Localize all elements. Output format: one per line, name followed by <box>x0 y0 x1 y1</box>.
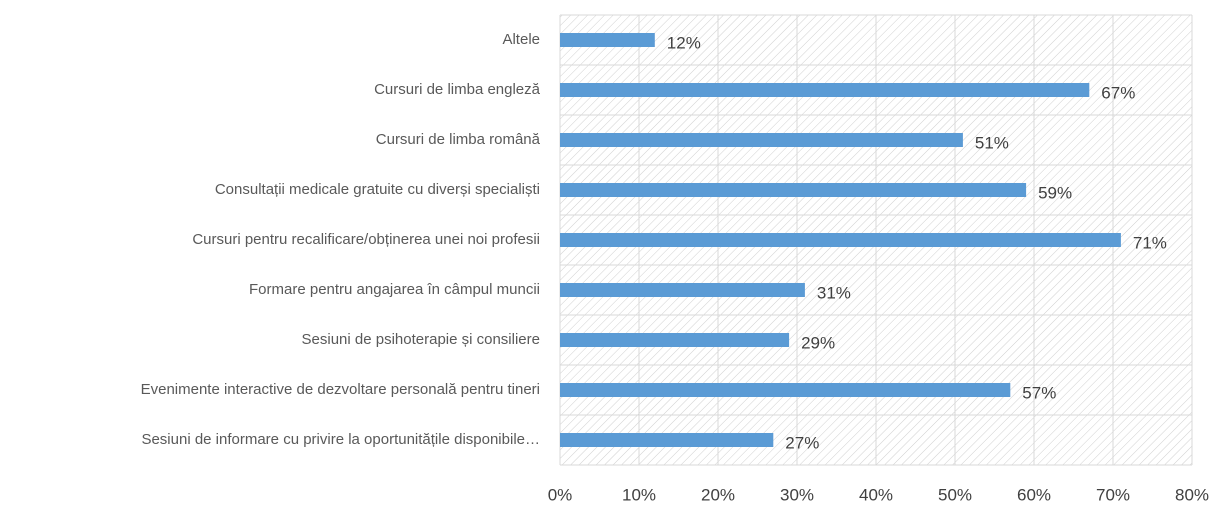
category-label: Sesiuni de informare cu privire la oport… <box>141 431 540 448</box>
x-tick-label: 10% <box>622 485 656 504</box>
value-label: 59% <box>1038 183 1072 202</box>
bar <box>560 33 655 47</box>
value-label: 12% <box>667 33 701 52</box>
x-tick-label: 60% <box>1017 485 1051 504</box>
value-label: 31% <box>817 283 851 302</box>
x-tick-label: 0% <box>548 485 573 504</box>
category-label: Formare pentru angajarea în câmpul munci… <box>249 281 540 298</box>
bar <box>560 233 1121 247</box>
value-label: 71% <box>1133 233 1167 252</box>
x-tick-label: 30% <box>780 485 814 504</box>
bar <box>560 183 1027 197</box>
x-tick-label: 50% <box>938 485 972 504</box>
bar <box>560 133 963 147</box>
category-label: Sesiuni de psihoterapie și consiliere <box>302 331 540 348</box>
category-label: Consultații medicale gratuite cu diverși… <box>215 181 540 198</box>
category-label: Altele <box>502 31 540 48</box>
bar <box>560 333 790 347</box>
bar <box>560 383 1011 397</box>
bar <box>560 433 774 447</box>
value-label: 51% <box>975 133 1009 152</box>
x-tick-label: 20% <box>701 485 735 504</box>
x-tick-label: 40% <box>859 485 893 504</box>
x-tick-label: 70% <box>1096 485 1130 504</box>
value-label: 27% <box>785 433 819 452</box>
category-label: Cursuri de limba română <box>376 131 541 148</box>
category-label: Cursuri pentru recalificare/obținerea un… <box>192 231 540 248</box>
bar <box>560 83 1090 97</box>
value-label: 67% <box>1101 83 1135 102</box>
value-label: 57% <box>1022 383 1056 402</box>
category-label: Evenimente interactive de dezvoltare per… <box>141 381 540 398</box>
bar <box>560 283 805 297</box>
category-label: Cursuri de limba engleză <box>374 81 541 98</box>
value-label: 29% <box>801 333 835 352</box>
x-tick-label: 80% <box>1175 485 1209 504</box>
